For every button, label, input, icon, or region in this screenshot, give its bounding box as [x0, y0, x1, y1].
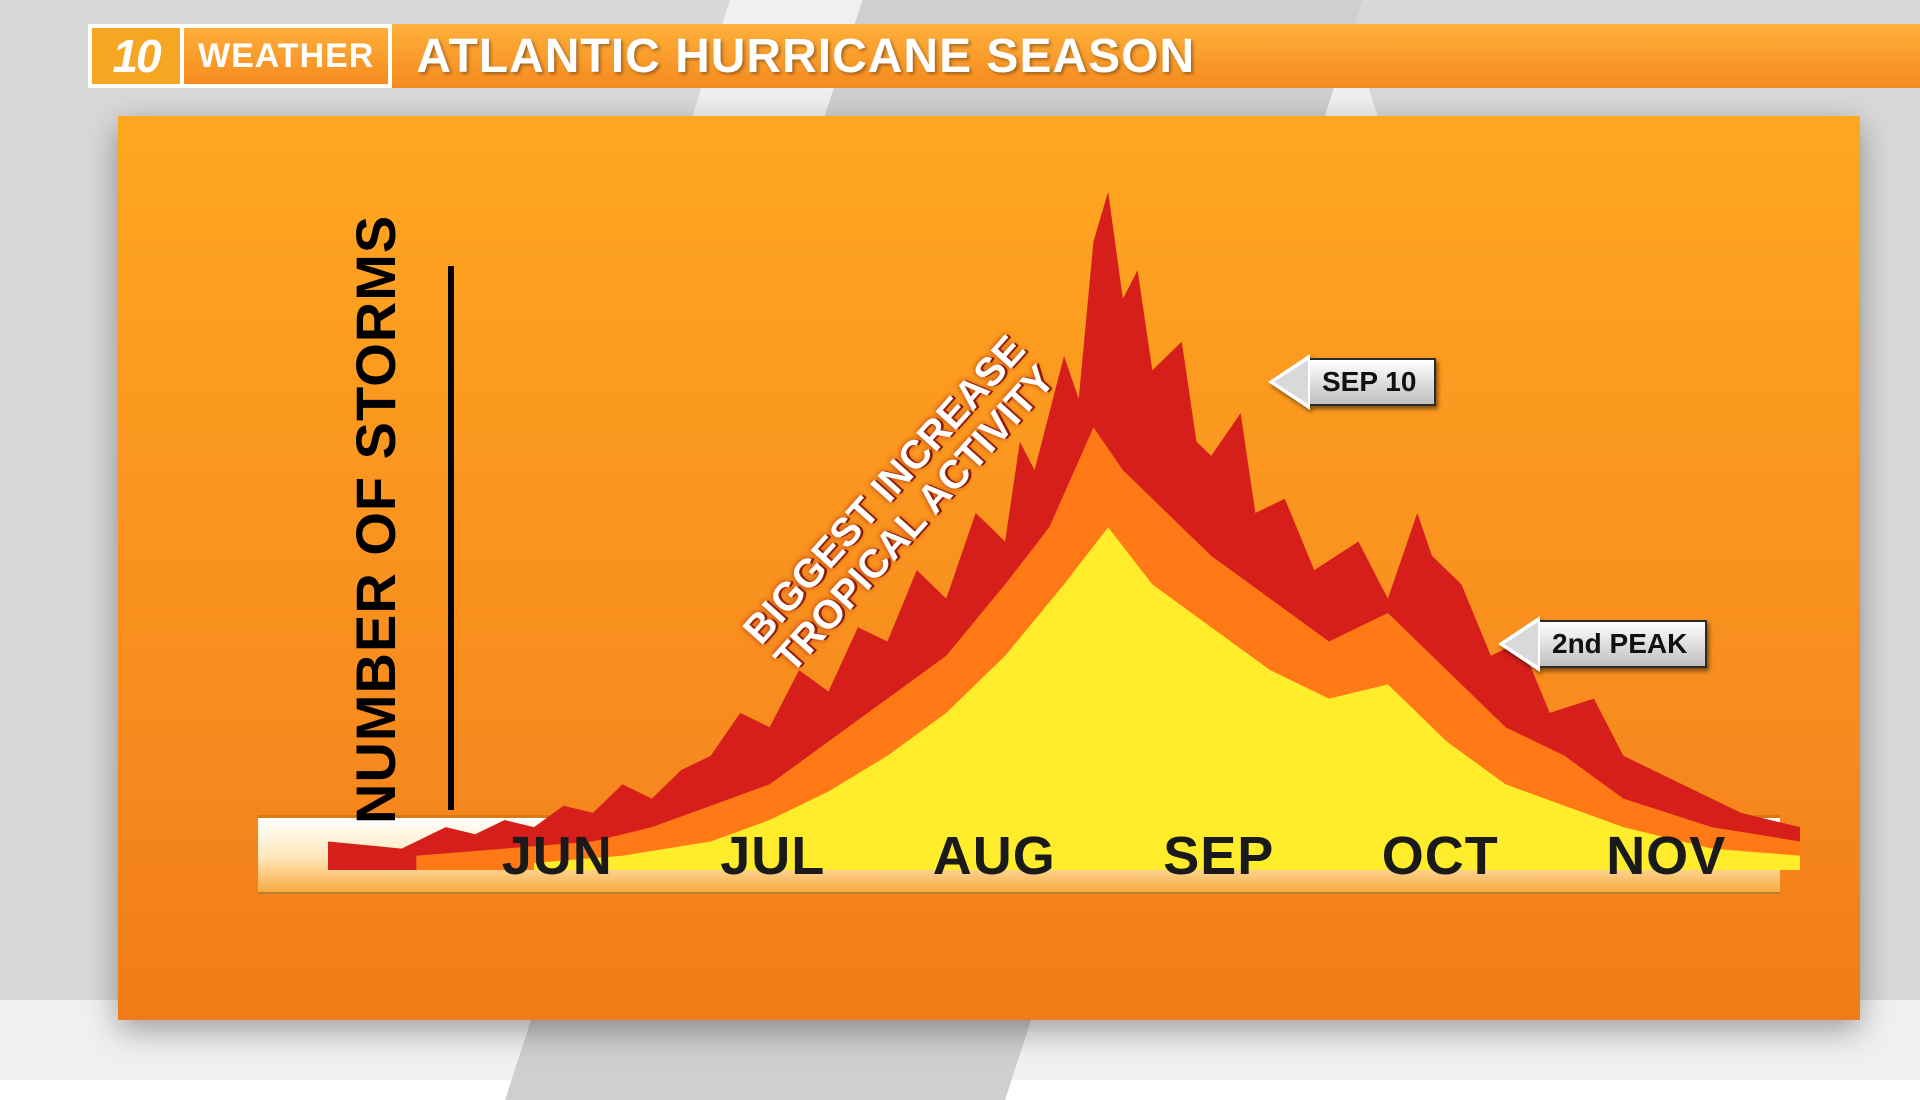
x-axis-tick: NOV [1606, 825, 1726, 887]
arrow-left-icon [1504, 622, 1538, 666]
x-axis-tick: JUL [720, 825, 825, 887]
station-logo: 10 WEATHER [88, 24, 392, 88]
callout-peak1: SEP 10 [1268, 354, 1436, 410]
callout-peak2: 2nd PEAK [1498, 616, 1707, 672]
logo-word: WEATHER [184, 24, 392, 88]
x-axis-tick: OCT [1382, 825, 1499, 887]
chart-area [328, 156, 1800, 870]
page-title: ATLANTIC HURRICANE SEASON [416, 29, 1195, 84]
callout-label: 2nd PEAK [1540, 620, 1707, 668]
header-bar: 10 WEATHER ATLANTIC HURRICANE SEASON [88, 24, 1920, 88]
chart-panel: NUMBER OF STORMS JUNJULAUGSEPOCTNOV BIGG… [118, 116, 1860, 1020]
x-axis-labels: JUN JUL AUG SEP OCT NOV [448, 820, 1780, 892]
x-axis-tick: SEP [1163, 825, 1274, 887]
x-axis-tick: JUN [502, 825, 613, 887]
hurricane-area-chart [328, 156, 1800, 870]
callout-label: SEP 10 [1310, 358, 1436, 406]
arrow-left-icon [1274, 360, 1308, 404]
logo-number: 10 [88, 24, 184, 88]
x-axis-tick: AUG [933, 825, 1056, 887]
y-axis-label: NUMBER OF STORMS [343, 215, 408, 824]
